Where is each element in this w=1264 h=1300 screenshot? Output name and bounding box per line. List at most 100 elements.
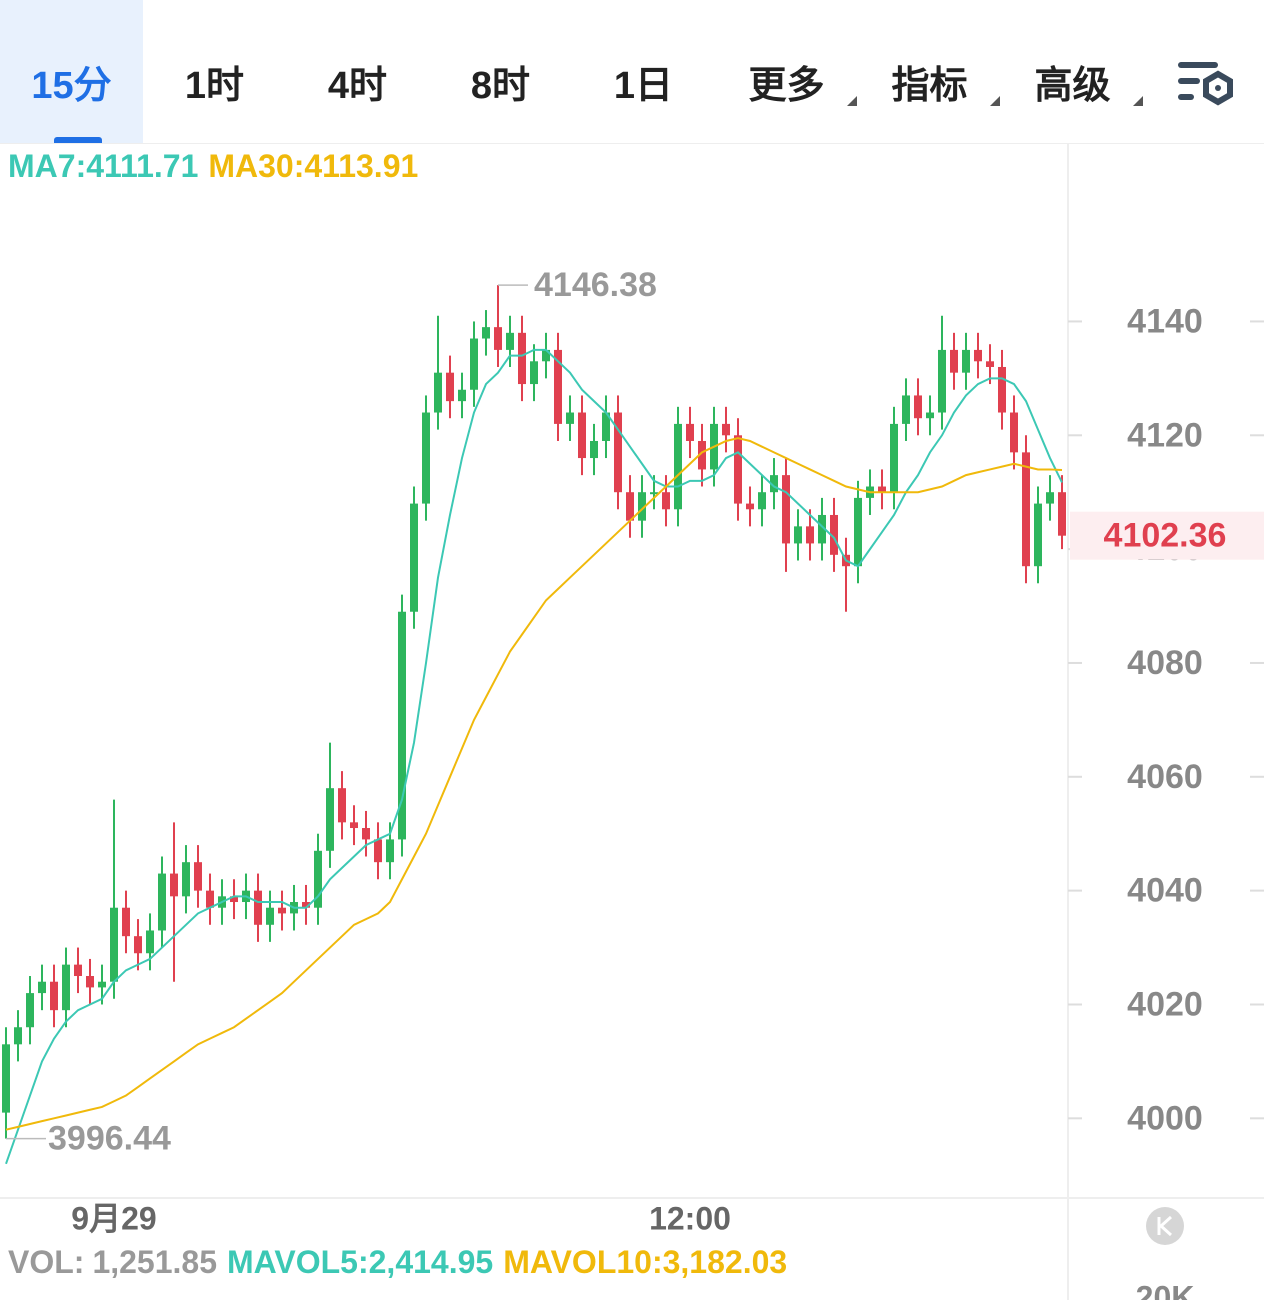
price-box — [1070, 511, 1264, 560]
candle-body — [1058, 492, 1066, 536]
candle-body — [722, 423, 730, 436]
candle-body — [1022, 452, 1030, 567]
x-tick-label: 12:00 — [649, 1200, 731, 1236]
candle-body — [194, 862, 202, 891]
candle-body — [314, 850, 322, 908]
candle-body — [818, 514, 826, 544]
volume-name: VOL: — [8, 1244, 84, 1280]
candle-body — [146, 930, 154, 954]
timeframe-tab[interactable]: 更多 — [748, 65, 825, 107]
candle-body — [638, 492, 646, 521]
candle-body — [734, 435, 742, 504]
timeframe-tab[interactable]: 15分 — [0, 0, 143, 143]
candle-body — [782, 475, 790, 544]
candle-body — [446, 372, 454, 402]
candle-body — [674, 423, 682, 510]
candle-body — [350, 822, 358, 829]
candle-body — [890, 423, 898, 493]
dropdown-caret — [990, 96, 1000, 106]
candle-body — [422, 412, 430, 504]
candle-body — [302, 902, 310, 908]
candle-body — [134, 936, 142, 954]
y-tick-label: 4040 — [1127, 872, 1203, 910]
y-tick-label: 4000 — [1127, 1099, 1203, 1137]
candle-body — [1046, 492, 1054, 504]
ma-value: 4111.71 — [86, 148, 198, 184]
candle-body — [626, 492, 634, 521]
candle-body — [494, 327, 502, 350]
x-tick-label: 9月29 — [71, 1200, 156, 1236]
ma-line — [5, 348, 1063, 1165]
candle-body — [266, 907, 274, 925]
y-tick-label: 4140 — [1127, 302, 1203, 340]
high-label: 4146.38 — [534, 266, 657, 304]
candle-body — [578, 412, 586, 459]
y-tick-label: 4080 — [1127, 644, 1203, 682]
candle-body — [938, 349, 946, 413]
candle-body — [14, 1027, 22, 1045]
candle-body — [86, 976, 94, 988]
candle-body — [434, 372, 442, 413]
candle-body — [926, 412, 934, 419]
candle-body — [1010, 412, 1018, 453]
timeframe-tab[interactable]: 1日 — [613, 65, 674, 107]
settings-icon[interactable] — [1174, 58, 1238, 122]
candle-body — [2, 1044, 10, 1113]
candle-body — [698, 440, 706, 470]
candle-body — [830, 514, 838, 555]
candle-body — [98, 981, 106, 988]
candle-body — [398, 611, 406, 840]
candle-body — [50, 981, 58, 1011]
candle-body — [758, 492, 766, 510]
low-label: 3996.44 — [48, 1120, 171, 1158]
candle-body — [686, 423, 694, 441]
candle-body — [206, 890, 214, 908]
timeframe-tab[interactable]: 8时 — [470, 65, 531, 107]
candle-body — [482, 327, 490, 339]
candle-body — [338, 788, 346, 823]
y-tick-label: 4060 — [1127, 758, 1203, 796]
candle-body — [854, 497, 862, 567]
candle-body — [74, 964, 82, 977]
dropdown-caret — [1133, 96, 1143, 106]
candle-body — [470, 338, 478, 390]
candle-body — [254, 890, 262, 925]
candle-body — [770, 475, 778, 493]
candle-body — [650, 492, 658, 495]
volume-axis-label: 20K — [1136, 1279, 1195, 1300]
candle-body — [974, 349, 982, 362]
logo-circle — [1146, 1207, 1184, 1245]
candle-body — [182, 862, 190, 897]
candle-body — [62, 964, 70, 1011]
candle-body — [518, 332, 526, 385]
candle-body — [914, 395, 922, 419]
candle-body — [410, 503, 418, 612]
candle-body — [542, 349, 550, 362]
timeframe-tab[interactable]: 4时 — [327, 65, 388, 107]
current-price: 4102.36 — [1104, 517, 1227, 555]
timeframe-tab[interactable]: 1时 — [184, 65, 245, 107]
volume-value: 3,182.03 — [663, 1244, 788, 1280]
candle-body — [158, 873, 166, 931]
ma-name: MA7: — [8, 148, 86, 184]
candle-body — [1034, 503, 1042, 567]
y-tick-label: 4120 — [1127, 416, 1203, 454]
timeframe-tab[interactable]: 指标 — [891, 65, 968, 107]
ma-value: 4113.91 — [304, 148, 418, 184]
volume-name: MAVOL5: — [227, 1244, 369, 1280]
candle-body — [614, 412, 622, 493]
candle-body — [362, 828, 370, 840]
candle-body — [998, 366, 1006, 413]
volume-name: MAVOL10: — [503, 1244, 662, 1280]
ma-legend: MA7:4111.71 MA30:4113.91 — [8, 148, 418, 184]
candle-body — [554, 349, 562, 424]
candle-body — [566, 412, 574, 424]
timeframe-tab[interactable]: 高级 — [1034, 65, 1111, 107]
candle-body — [26, 993, 34, 1028]
candle-body — [386, 839, 394, 863]
candle-body — [902, 395, 910, 424]
volume-value: 2,414.95 — [369, 1244, 494, 1280]
candle-body — [374, 839, 382, 863]
candle-body — [986, 361, 994, 367]
